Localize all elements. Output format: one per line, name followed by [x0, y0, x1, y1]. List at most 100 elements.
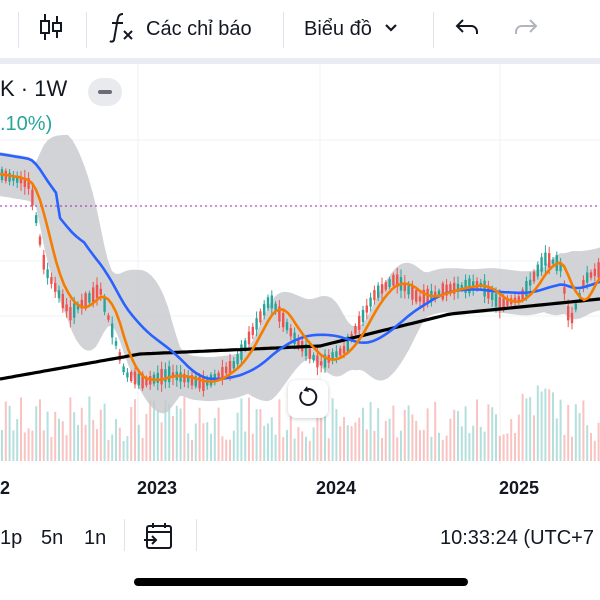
volume-bar	[172, 416, 174, 461]
volume-bar	[415, 420, 418, 461]
candle-body	[422, 289, 425, 306]
clock-timezone[interactable]: 10:33:24 (UTC+7	[440, 527, 594, 549]
volume-bar	[350, 426, 353, 461]
volume-bar	[331, 398, 334, 461]
candle-body	[396, 274, 399, 287]
period-1n[interactable]: 1n	[84, 527, 107, 549]
reset-chart-button[interactable]	[288, 380, 328, 418]
candle-body	[289, 328, 292, 337]
symbol-interval[interactable]: K · 1W	[0, 76, 68, 101]
volume-bar	[529, 397, 532, 461]
volume-bar	[217, 407, 220, 461]
candle-body	[35, 215, 38, 224]
volume-bar	[107, 440, 110, 461]
volume-bar	[582, 400, 585, 461]
volume-bar	[168, 403, 171, 461]
candle-body	[491, 292, 494, 300]
toolbar-separator	[18, 12, 19, 48]
volume-bar	[42, 430, 45, 461]
volume-bar	[468, 433, 471, 461]
volume-bar	[210, 433, 212, 461]
volume-bar	[88, 396, 91, 461]
volume-bar	[111, 434, 114, 461]
candle-body	[586, 272, 589, 283]
undo-button[interactable]	[454, 0, 480, 58]
chart-type-label: Biểu đồ	[304, 17, 372, 40]
volume-bar	[156, 410, 159, 461]
candle-body	[544, 252, 547, 266]
candle-body	[506, 298, 509, 306]
candle-body	[483, 280, 486, 297]
chart-type-dropdown[interactable]: Biểu đồ	[304, 0, 398, 58]
volume-bar	[77, 424, 79, 461]
volume-bar	[308, 440, 311, 461]
volume-bar	[126, 436, 129, 461]
volume-bar	[388, 418, 391, 461]
volume-bar	[134, 399, 136, 461]
volume-bar	[80, 407, 83, 461]
volume-bar	[255, 409, 258, 461]
volume-bar	[506, 433, 509, 461]
bollinger-band	[0, 134, 600, 414]
volume-bar	[160, 422, 163, 461]
period-5n[interactable]: 5n	[41, 527, 64, 549]
period-1p[interactable]: 1p	[0, 527, 23, 549]
candle-body	[69, 307, 72, 321]
candles-button[interactable]	[36, 0, 66, 58]
redo-icon	[513, 17, 539, 42]
volume-bar	[563, 434, 566, 461]
candles-icon	[38, 12, 64, 47]
volume-bar	[430, 436, 433, 461]
volume-bar	[593, 440, 596, 461]
candle-body	[225, 366, 228, 374]
volume-bar	[525, 398, 528, 461]
candle-body	[76, 305, 80, 310]
candle-body	[494, 293, 498, 307]
undo-icon	[454, 17, 480, 42]
volume-bar	[597, 422, 600, 461]
bottom-toolbar	[0, 505, 600, 565]
volume-bar	[460, 426, 463, 461]
volume-bar	[293, 438, 296, 461]
legend-collapse-button[interactable]	[88, 78, 122, 106]
ma-long-line	[0, 297, 600, 381]
candle-body	[133, 371, 137, 385]
volume-bar	[324, 399, 326, 461]
volume-bar	[586, 425, 589, 461]
volume-bar	[495, 414, 497, 461]
volume-bar	[464, 406, 467, 461]
volume-bar	[320, 396, 323, 461]
date-range-button[interactable]	[142, 520, 174, 557]
volume-bar	[498, 435, 501, 461]
redo-button[interactable]	[513, 0, 539, 58]
candle-body	[171, 372, 175, 378]
volume-bar	[96, 429, 98, 461]
candle-body	[160, 368, 163, 385]
volume-bar	[267, 423, 269, 461]
volume-bar	[118, 427, 121, 461]
volume-bar	[263, 425, 266, 461]
volume-bar	[457, 411, 459, 461]
candle-body	[441, 283, 444, 300]
candle-body	[221, 367, 224, 378]
volume-bar	[35, 406, 38, 461]
candle-body	[38, 236, 42, 245]
candle-body	[502, 298, 505, 308]
candle-body	[61, 294, 64, 309]
candle-body	[346, 336, 349, 352]
candle-body	[88, 293, 91, 303]
bottom-separator	[196, 519, 197, 551]
volume-bar	[445, 435, 448, 461]
candle-body	[320, 361, 323, 366]
indicators-button[interactable]: Các chỉ báo	[108, 0, 252, 58]
candle-body	[589, 272, 593, 278]
candle-body	[213, 373, 216, 381]
candle-body	[92, 287, 95, 302]
volume-bar	[502, 434, 505, 461]
candle-body	[232, 361, 235, 369]
candle-body	[354, 325, 357, 334]
candle-body	[111, 323, 114, 338]
volume-bar	[187, 433, 190, 461]
chevron-down-icon	[384, 20, 398, 38]
volume-bar	[453, 409, 456, 461]
